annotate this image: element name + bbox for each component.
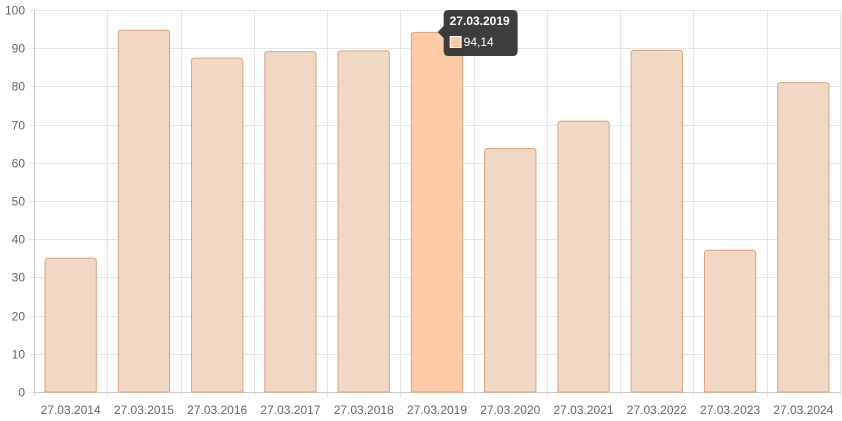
y-tick-label: 40	[12, 233, 26, 247]
bar[interactable]	[44, 257, 97, 393]
bar[interactable]	[264, 51, 317, 393]
bar[interactable]	[484, 148, 537, 393]
tooltip-color-swatch	[449, 36, 462, 48]
x-tick-label: 27.03.2015	[114, 403, 174, 417]
bar[interactable]	[630, 49, 683, 393]
y-tick-label: 30	[12, 271, 26, 285]
y-axis-ticks: 0 10 20 30 40 50 60 70 80 90 100	[5, 4, 25, 400]
x-tick-label: 27.03.2024	[773, 403, 833, 417]
x-tick-label: 27.03.2016	[187, 403, 247, 417]
tooltip-title: 27.03.2019	[450, 14, 510, 28]
bar[interactable]	[703, 249, 757, 393]
x-tick-label: 27.03.2021	[554, 403, 614, 417]
y-tick-label: 10	[12, 348, 26, 362]
bar[interactable]	[191, 57, 244, 393]
y-tick-label: 70	[12, 119, 26, 133]
bar[interactable]	[117, 29, 171, 393]
y-tick-label: 60	[12, 157, 26, 171]
x-tick-label: 27.03.2019	[407, 403, 467, 417]
tooltip: 27.03.2019 94,14	[437, 10, 518, 56]
y-tick-label: 0	[18, 386, 25, 400]
y-tick-label: 100	[5, 4, 25, 18]
y-tick-label: 80	[12, 80, 26, 94]
x-axis-ticks: 27.03.2014 27.03.2015 27.03.2016 27.03.2017…	[41, 403, 834, 417]
x-tick-label: 27.03.2023	[700, 403, 760, 417]
y-tick-label: 50	[12, 195, 26, 209]
bar[interactable]	[337, 50, 390, 393]
x-tick-label: 27.03.2014	[41, 403, 101, 417]
bar[interactable]	[410, 31, 464, 393]
x-tick-label: 27.03.2020	[480, 403, 540, 417]
y-tick-label: 90	[12, 42, 26, 56]
tooltip-value: 94,14	[464, 35, 494, 49]
bar[interactable]	[777, 82, 830, 393]
x-tick-label: 27.03.2018	[334, 403, 394, 417]
y-tick-label: 20	[12, 310, 26, 324]
bar[interactable]	[557, 120, 610, 393]
bars	[44, 29, 830, 393]
x-tick-label: 27.03.2017	[260, 403, 320, 417]
x-tick-label: 27.03.2022	[627, 403, 687, 417]
